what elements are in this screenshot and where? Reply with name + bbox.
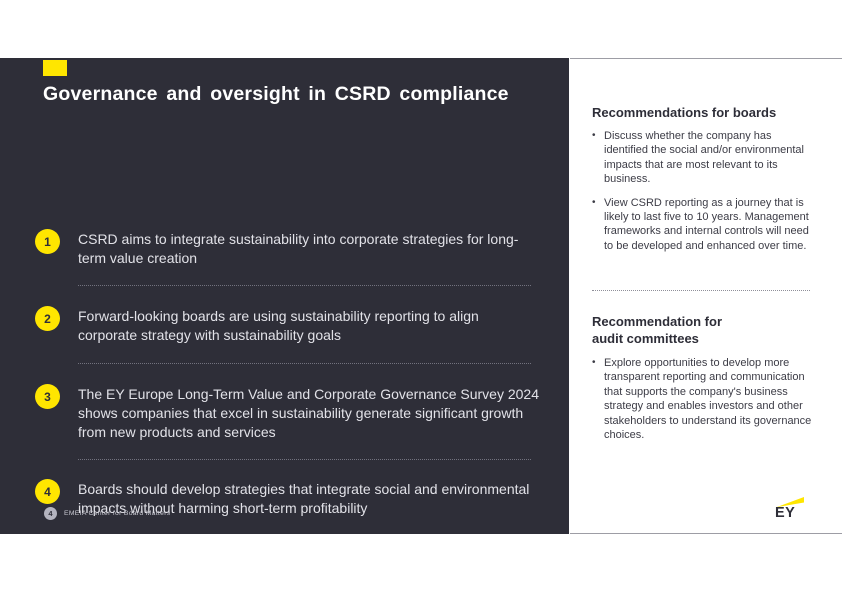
- accent-square: [43, 60, 67, 76]
- ey-beam-icon: [777, 497, 804, 507]
- bullet-list-boards: • Discuss whether the company has identi…: [592, 129, 818, 253]
- item-text: Forward-looking boards are using sustain…: [78, 308, 479, 343]
- bullet-item: • View CSRD reporting as a journey that …: [592, 196, 818, 254]
- section-heading-boards: Recommendations for boards: [592, 105, 777, 120]
- page-title: Governance and oversight in CSRD complia…: [43, 83, 509, 105]
- item-number-badge: 1: [35, 229, 60, 254]
- bullet-text: Discuss whether the company has identifi…: [604, 130, 804, 186]
- bullet-list-audit: • Explore opportunities to develop more …: [592, 356, 818, 442]
- bottom-rule: [570, 533, 842, 534]
- item-text: Boards should develop strategies that in…: [78, 481, 530, 516]
- top-rule: [570, 58, 842, 59]
- item-divider: [78, 459, 531, 460]
- bullet-text: View CSRD reporting as a journey that is…: [604, 196, 809, 252]
- footer-label: EMEIA Center for Board Matters: [64, 510, 171, 517]
- ey-logo: EY: [775, 496, 805, 524]
- item-text: The EY Europe Long-Term Value and Corpor…: [78, 386, 539, 440]
- bullet-marker-icon: •: [592, 196, 596, 208]
- section-heading-audit: Recommendation for audit committees: [592, 314, 723, 346]
- bullet-marker-icon: •: [592, 357, 596, 368]
- item-number-badge: 3: [35, 384, 60, 409]
- ey-logo-text: EY: [775, 505, 796, 521]
- key-points-panel: 1 CSRD aims to integrate sustainability …: [0, 58, 569, 534]
- bullet-text: Explore opportunities to develop more tr…: [604, 357, 812, 442]
- bullet-item: • Discuss whether the company has identi…: [592, 129, 818, 187]
- item-divider: [78, 285, 531, 286]
- bullet-marker-icon: •: [592, 130, 596, 141]
- page-number-badge: 4: [44, 507, 57, 520]
- section-divider: [592, 290, 810, 291]
- item-text: CSRD aims to integrate sustainability in…: [78, 231, 519, 266]
- item-number-badge: 4: [35, 479, 60, 504]
- item-divider: [78, 363, 531, 364]
- item-number-badge: 2: [35, 306, 60, 331]
- bullet-item: • Explore opportunities to develop more …: [592, 356, 818, 442]
